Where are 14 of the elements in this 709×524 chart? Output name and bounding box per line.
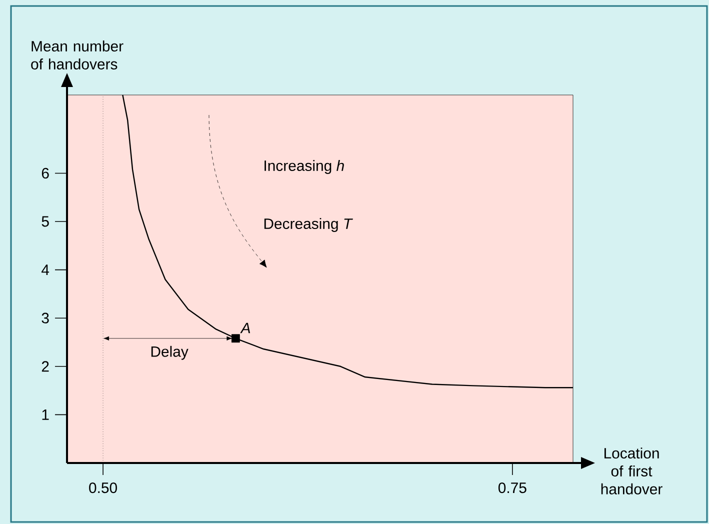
y-tick-label: 5 bbox=[42, 216, 49, 227]
annotation: Increasing h bbox=[264, 160, 344, 174]
y-tick-label: 3 bbox=[42, 312, 49, 324]
annotation: Delay bbox=[151, 346, 188, 360]
annotation: Decreasing T bbox=[264, 218, 353, 232]
y-tick-label: 4 bbox=[42, 264, 50, 275]
y-axis-title: Mean number of handovers bbox=[31, 40, 124, 70]
x-tick-label: 0.75 bbox=[498, 482, 526, 494]
x-tick-label: 0.50 bbox=[89, 482, 117, 494]
y-tick-label: 6 bbox=[42, 168, 49, 178]
y-tick-label: 1 bbox=[42, 410, 49, 420]
annotation: A bbox=[240, 322, 250, 334]
x-axis-title: Location of first handover bbox=[601, 448, 662, 494]
y-tick-label: 2 bbox=[42, 361, 49, 372]
